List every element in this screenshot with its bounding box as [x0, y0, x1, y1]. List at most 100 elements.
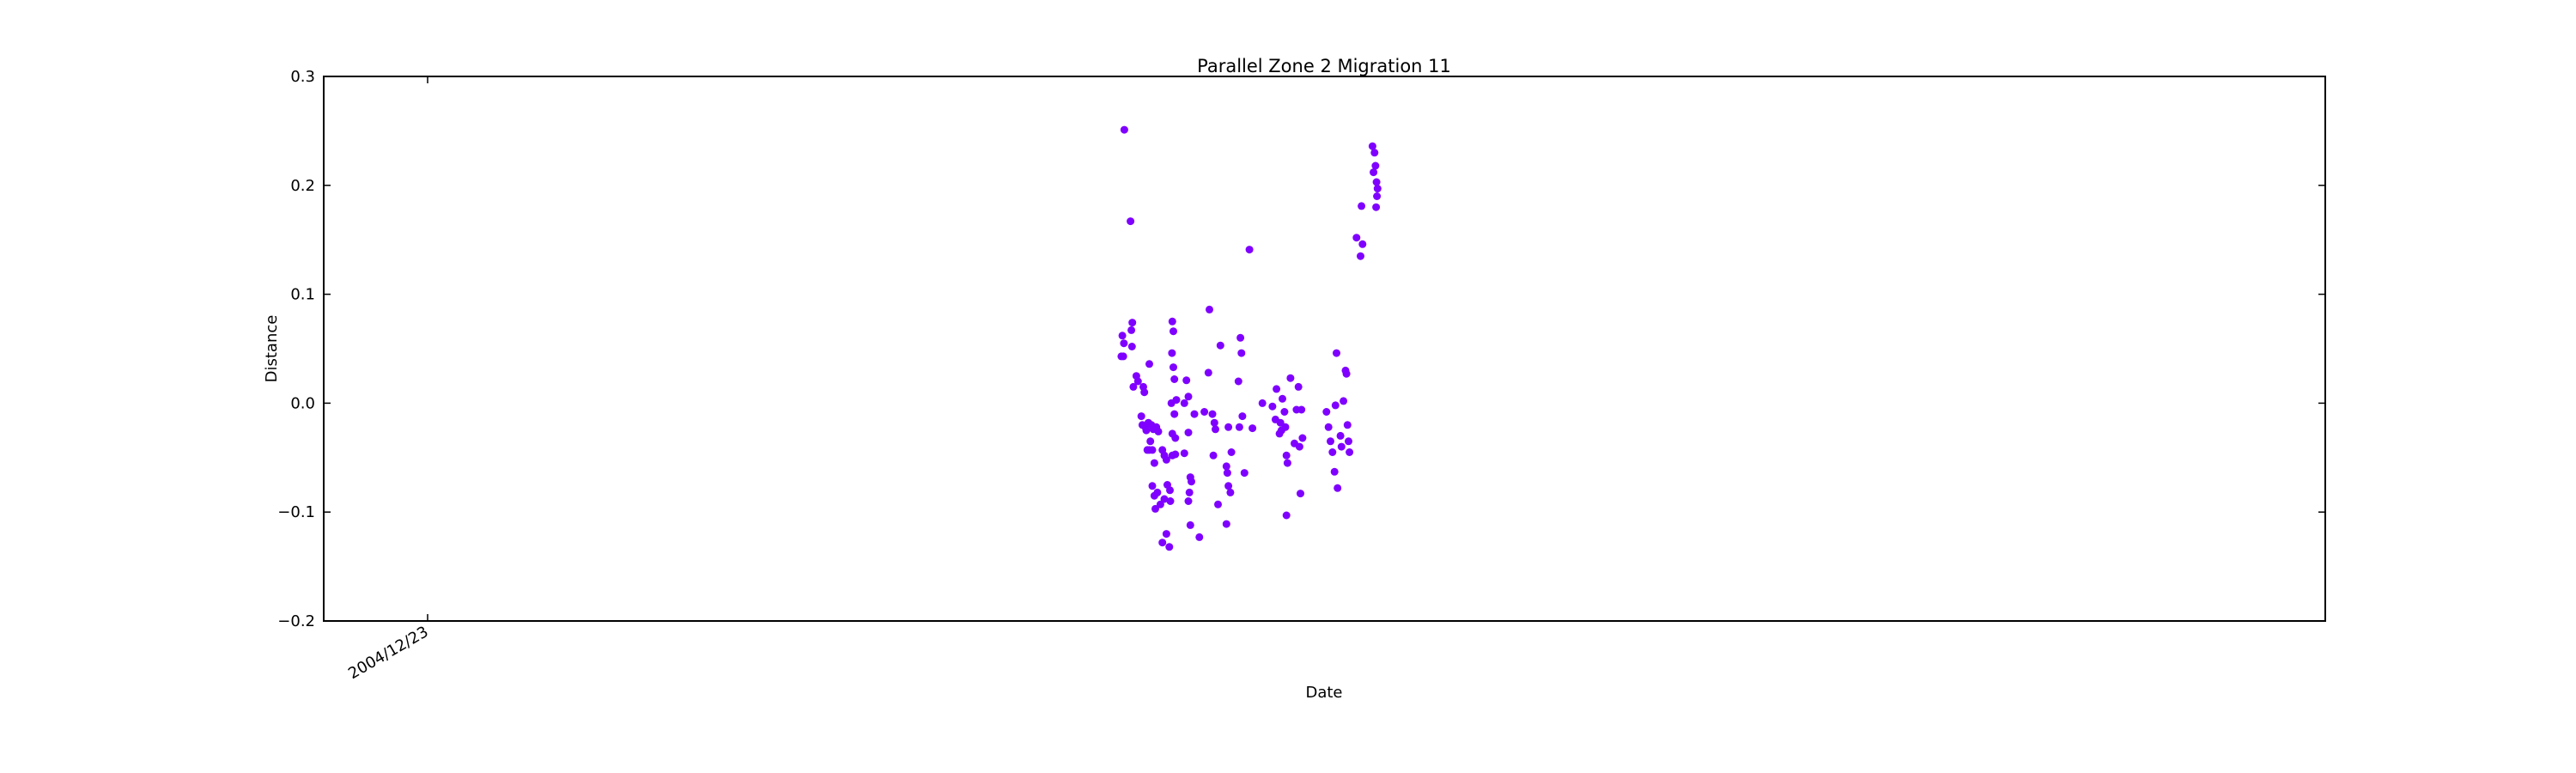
- data-point: [1214, 500, 1222, 508]
- data-point: [1212, 425, 1219, 434]
- y-axis-label: Distance: [263, 315, 281, 383]
- data-point: [1282, 511, 1291, 520]
- data-point: [1245, 246, 1254, 254]
- data-point: [1146, 437, 1155, 446]
- data-point: [1373, 192, 1382, 200]
- data-point: [1333, 349, 1340, 357]
- data-point: [1334, 484, 1342, 492]
- data-point: [1222, 520, 1230, 528]
- data-point: [1276, 418, 1285, 427]
- data-point: [1162, 455, 1170, 464]
- data-point: [1180, 449, 1188, 458]
- data-point: [1280, 408, 1289, 416]
- data-point: [1346, 448, 1354, 456]
- data-point: [1373, 185, 1382, 193]
- y-tick-label: −0.2: [277, 612, 315, 630]
- data-point: [1182, 376, 1191, 385]
- data-point: [1238, 412, 1247, 421]
- data-point: [1150, 459, 1158, 467]
- data-point: [1358, 240, 1367, 248]
- data-point: [1327, 437, 1334, 446]
- data-point: [1145, 360, 1153, 368]
- y-tick-label: 0.1: [290, 286, 315, 304]
- data-point: [1190, 410, 1199, 418]
- data-point: [1297, 405, 1306, 414]
- data-point: [1127, 343, 1136, 350]
- data-point: [1166, 486, 1174, 495]
- data-point: [1237, 349, 1246, 357]
- data-point: [1184, 429, 1193, 437]
- data-point: [1154, 427, 1163, 435]
- chart-title: Parallel Zone 2 Migration 11: [1197, 56, 1451, 76]
- data-point: [1180, 399, 1188, 407]
- data-point: [1118, 332, 1127, 340]
- data-point: [1170, 327, 1177, 336]
- data-point: [1170, 363, 1177, 372]
- data-point: [1345, 437, 1352, 446]
- data-point: [1128, 319, 1137, 327]
- data-point: [1216, 341, 1224, 350]
- x-tick-label: 2004/12/23: [345, 623, 431, 683]
- data-point: [1153, 488, 1162, 496]
- data-point: [1119, 352, 1127, 361]
- data-point: [1235, 423, 1243, 431]
- data-point: [1160, 495, 1169, 503]
- data-point: [1227, 448, 1236, 456]
- data-point: [1170, 375, 1179, 383]
- data-point: [1240, 469, 1249, 478]
- data-point: [1184, 497, 1193, 505]
- data-point: [1162, 530, 1170, 539]
- x-axis-label: Date: [1305, 684, 1342, 702]
- y-tick-label: −0.1: [277, 503, 315, 521]
- data-point: [1148, 482, 1157, 490]
- data-point: [1148, 446, 1157, 454]
- y-tick-label: 0.2: [290, 177, 315, 195]
- data-point: [1273, 385, 1281, 393]
- data-point: [1200, 408, 1209, 416]
- data-point: [1352, 234, 1361, 242]
- data-point: [1331, 401, 1340, 410]
- y-axis-ticks: 0.3 0.2 0.1 0.0 −0.1 −0.2: [277, 68, 2325, 630]
- data-point: [1127, 217, 1135, 226]
- data-point: [1328, 448, 1337, 456]
- data-point: [1294, 382, 1303, 391]
- data-point: [1127, 326, 1136, 334]
- data-point: [1223, 469, 1231, 478]
- data-point: [1298, 434, 1307, 442]
- data-point: [1165, 543, 1174, 551]
- data-point: [1120, 339, 1128, 348]
- data-point: [1151, 504, 1159, 513]
- data-point: [1370, 149, 1379, 157]
- y-tick-label: 0.0: [290, 394, 315, 412]
- data-point: [1258, 399, 1267, 407]
- y-tick-label: 0.3: [290, 68, 315, 86]
- data-point: [1249, 424, 1257, 433]
- data-point: [1340, 397, 1348, 405]
- data-point: [1358, 202, 1366, 210]
- data-point: [1372, 178, 1381, 186]
- data-point: [1142, 426, 1151, 435]
- data-point: [1283, 459, 1291, 467]
- data-point: [1158, 539, 1167, 547]
- data-point: [1337, 442, 1346, 451]
- data-point: [1324, 423, 1333, 431]
- data-point: [1195, 533, 1204, 541]
- data-point: [1236, 333, 1245, 342]
- data-point: [1168, 349, 1176, 357]
- data-point: [1297, 490, 1304, 498]
- data-point: [1224, 423, 1233, 431]
- data-point: [1371, 161, 1380, 170]
- data-point: [1281, 423, 1290, 431]
- data-point: [1171, 450, 1180, 459]
- data-point: [1188, 478, 1195, 486]
- data-point: [1140, 388, 1149, 397]
- data-point: [1286, 374, 1295, 382]
- data-point: [1368, 142, 1376, 150]
- data-point: [1275, 429, 1284, 438]
- data-point: [1268, 402, 1277, 411]
- data-point: [1370, 168, 1378, 177]
- data-point: [1129, 382, 1138, 391]
- data-point: [1210, 418, 1218, 427]
- data-point: [1224, 482, 1233, 490]
